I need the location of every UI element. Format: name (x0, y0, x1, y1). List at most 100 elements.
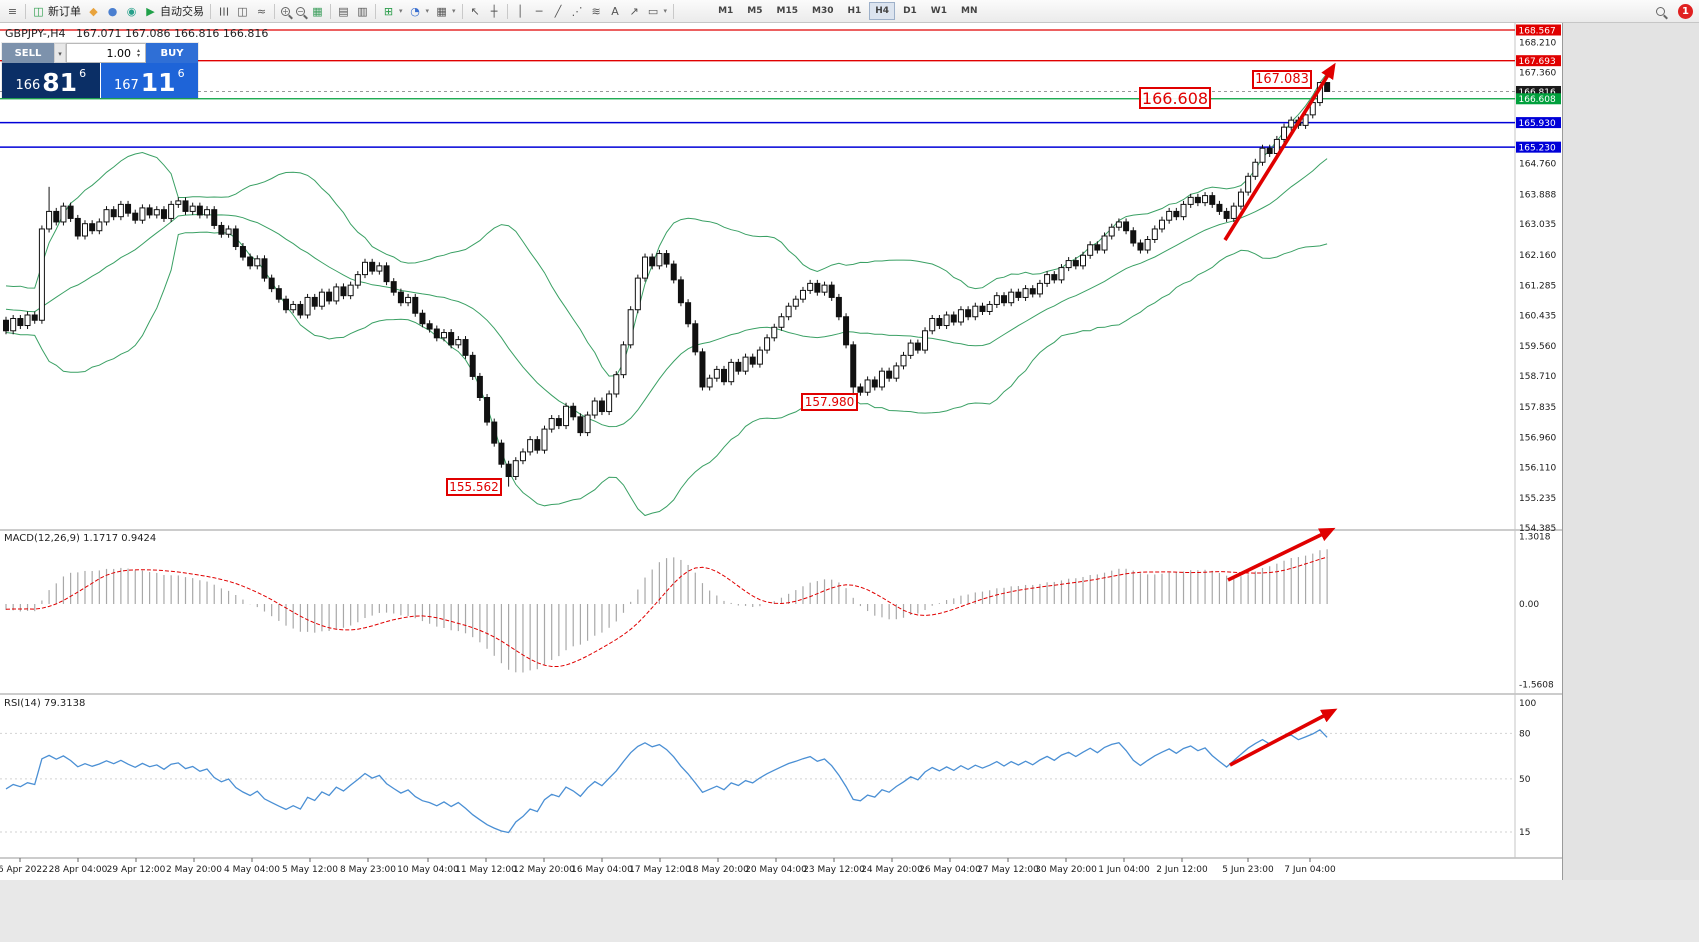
svg-text:28 Apr 04:00: 28 Apr 04:00 (49, 865, 108, 875)
volume-input[interactable] (67, 44, 145, 62)
price-annotation[interactable]: 166.608 (1139, 87, 1211, 109)
timeframe-h1-button[interactable]: H1 (841, 2, 867, 20)
sell-price-prefix: 166 (15, 78, 41, 94)
buy-button[interactable]: BUY (146, 43, 198, 63)
algo-trading-button[interactable]: ▶ 自动交易 (141, 1, 207, 21)
new-chart-icon: ⊞ (383, 4, 394, 18)
svg-text:156.110: 156.110 (1519, 463, 1556, 473)
svg-text:12 May 20:00: 12 May 20:00 (513, 865, 575, 875)
volume-spinner[interactable]: ▴ ▾ (133, 44, 144, 62)
trend-arrows[interactable] (1223, 62, 1338, 767)
svg-text:100: 100 (1519, 699, 1536, 709)
community-button[interactable]: ● (103, 1, 122, 21)
macd-axis[interactable]: 1.3018 0.00 -1.5608 (1519, 533, 1554, 691)
timeframe-d1-button[interactable]: D1 (897, 2, 923, 20)
svg-text:163.888: 163.888 (1519, 190, 1556, 200)
period-button[interactable]: ◔ ▾ (406, 1, 433, 21)
price-annotation[interactable]: 167.083 (1252, 70, 1312, 89)
svg-text:24 May 20:00: 24 May 20:00 (861, 865, 923, 875)
price-axis[interactable]: 168.210 167.360 164.760 163.888 163.035 162.1… (1516, 24, 1561, 534)
chart-shift-button[interactable]: ▥ (353, 1, 372, 21)
zoom-in-button[interactable]: + (278, 1, 293, 21)
svg-text:168.210: 168.210 (1519, 39, 1556, 49)
timeframe-m5-button[interactable]: M5 (741, 2, 768, 20)
timeframe-mn-button[interactable]: MN (955, 2, 984, 20)
sell-price-button[interactable]: 166 81 6 (2, 63, 100, 98)
market-button[interactable]: ◉ (122, 1, 141, 21)
toolbar-right: 1 (1653, 0, 1693, 23)
timeframe-w1-button[interactable]: W1 (925, 2, 953, 20)
buy-price-button[interactable]: 167 11 6 (100, 63, 198, 98)
templates-icon: ▦ (436, 4, 447, 18)
timeframe-h4-button[interactable]: H4 (869, 2, 896, 20)
rsi-axis[interactable]: 100 80 50 15 (1519, 699, 1536, 838)
shapes-button[interactable]: ▭ ▾ (644, 1, 671, 21)
sell-price-pip: 6 (79, 66, 87, 80)
svg-text:2 Jun 12:00: 2 Jun 12:00 (1156, 865, 1208, 875)
fibonacci-button[interactable]: ≋ (587, 1, 606, 21)
notifications-badge[interactable]: 1 (1678, 4, 1693, 19)
period-icon: ◔ (410, 4, 420, 18)
timeframe-m1-button[interactable]: M1 (712, 2, 739, 20)
arrow-tool-button[interactable]: ↗ (625, 1, 644, 21)
text-tool-button[interactable]: A (606, 1, 625, 21)
svg-text:157.835: 157.835 (1519, 403, 1556, 413)
chart-canvas[interactable]: 168.210 167.360 164.760 163.888 163.035 162.1… (0, 23, 1562, 880)
window-menu-icon: ≡ (7, 4, 18, 18)
candles-chart-button[interactable]: ◫ (233, 1, 252, 21)
buy-price-big: 11 (140, 68, 176, 97)
new-chart-button[interactable]: ⊞ ▾ (379, 1, 406, 21)
macd-histogram (5, 549, 1328, 673)
search-button[interactable] (1653, 2, 1668, 22)
horizontal-line-button[interactable]: ─ (530, 1, 549, 21)
svg-text:167.360: 167.360 (1519, 68, 1556, 78)
algo-trading-label: 自动交易 (160, 5, 204, 18)
svg-text:154.385: 154.385 (1519, 524, 1556, 534)
sell-button[interactable]: SELL (2, 43, 54, 63)
horizontal-levels[interactable] (0, 29, 1515, 148)
search-icon (1656, 7, 1665, 16)
svg-text:5 Jun 23:00: 5 Jun 23:00 (1222, 865, 1274, 875)
templates-button[interactable]: ▦ ▾ (432, 1, 459, 21)
crosshair-button[interactable]: ┼ (485, 1, 504, 21)
svg-text:10 May 04:00: 10 May 04:00 (397, 865, 459, 875)
order-type-dropdown[interactable]: ▾ (54, 43, 66, 63)
svg-text:168.567: 168.567 (1519, 26, 1556, 36)
price-annotation[interactable]: 157.980 (801, 393, 858, 411)
svg-text:159.560: 159.560 (1519, 342, 1556, 352)
shapes-dropdown-arrow[interactable]: ▾ (663, 7, 668, 15)
timeframe-m15-button[interactable]: M15 (771, 2, 804, 20)
chart-window-gbpjpy-h4[interactable]: 168.210 167.360 164.760 163.888 163.035 162.1… (0, 23, 1563, 880)
shapes-icon: ▭ (647, 4, 659, 18)
price-annotation[interactable]: 155.562 (446, 478, 502, 496)
new-chart-dropdown-arrow[interactable]: ▾ (399, 7, 403, 15)
svg-text:163.035: 163.035 (1519, 220, 1556, 230)
spinner-up-icon[interactable]: ▴ (136, 47, 140, 54)
period-dropdown-arrow[interactable]: ▾ (425, 7, 430, 15)
svg-text:166.608: 166.608 (1519, 95, 1556, 105)
zoom-out-button[interactable]: − (293, 1, 308, 21)
window-menu-button[interactable]: ≡ (3, 1, 22, 21)
templates-dropdown-arrow[interactable]: ▾ (452, 7, 456, 15)
trendline-button[interactable]: ╱ (549, 1, 568, 21)
line-chart-button[interactable]: ≈ (252, 1, 271, 21)
algo-trading-icon: ▶ (146, 4, 155, 18)
equidistant-channel-button[interactable]: ⋰ (568, 1, 587, 21)
new-order-icon: ◫ (33, 4, 44, 18)
buy-price-prefix: 167 (113, 78, 139, 94)
bars-chart-button[interactable]: ☰ (214, 1, 233, 21)
vertical-line-button[interactable]: │ (511, 1, 530, 21)
metaquotes-button[interactable]: ◆ (84, 1, 103, 21)
cursor-button[interactable]: ↖ (466, 1, 485, 21)
tile-windows-button[interactable]: ▦ (308, 1, 327, 21)
auto-scroll-button[interactable]: ▤ (334, 1, 353, 21)
svg-text:165.230: 165.230 (1519, 143, 1556, 153)
new-order-button[interactable]: ◫ 新订单 (29, 1, 84, 21)
svg-text:1.3018: 1.3018 (1519, 533, 1551, 543)
candlesticks[interactable] (3, 81, 1331, 487)
toolbar-separator (25, 3, 26, 19)
timeframe-m30-button[interactable]: M30 (806, 2, 839, 20)
toolbar-separator (210, 3, 211, 19)
spinner-down-icon[interactable]: ▾ (136, 52, 140, 59)
